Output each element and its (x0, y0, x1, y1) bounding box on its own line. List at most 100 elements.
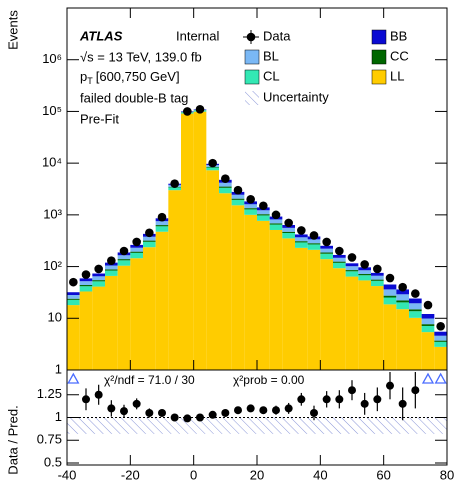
legend-swatch (244, 49, 260, 65)
stack-segment (257, 214, 270, 216)
stack-segment (130, 258, 143, 370)
data-point (221, 174, 230, 184)
stack-segment (206, 170, 219, 370)
legend-label: CL (263, 68, 280, 83)
stack-segment (421, 318, 435, 325)
data-point (322, 237, 331, 247)
pt-label: pT [600,750 GeV] (80, 69, 180, 86)
stack-segment (231, 205, 245, 370)
stack-segment (79, 281, 93, 286)
data-point (81, 270, 91, 279)
x-tick-label: 80 (440, 467, 454, 482)
x-tick-label: 20 (250, 467, 264, 482)
stack-segment (434, 335, 447, 341)
stack-segment (105, 269, 118, 271)
stack-segment (231, 198, 245, 200)
ratio-point (107, 404, 116, 413)
stack-segment (358, 274, 371, 276)
y-tick-label: 0.75 (37, 432, 62, 447)
data-point (233, 185, 243, 195)
ratio-point (335, 395, 344, 404)
data-point (132, 237, 141, 247)
stack-segment (67, 299, 80, 306)
stack-segment (295, 242, 308, 248)
legend-label: BL (263, 48, 279, 63)
stack-segment (143, 240, 156, 242)
stack-segment (307, 243, 321, 245)
ratio-point (158, 408, 166, 417)
stack-segment (92, 281, 105, 287)
stack-segment (105, 270, 118, 276)
ratio-point (132, 399, 141, 408)
stack-segment (168, 190, 181, 370)
stack-segment (79, 291, 93, 370)
data-point (271, 210, 281, 220)
data-point (284, 218, 293, 228)
data-point (69, 277, 78, 287)
stack-segment (79, 286, 93, 292)
data-point (195, 104, 205, 114)
ratio-y-axis-label: Data / Pred. (5, 405, 20, 474)
stack-segment (244, 209, 257, 215)
stack-segment (345, 276, 359, 370)
stack-segment (155, 225, 169, 227)
data-point (373, 264, 382, 274)
legend-swatch (245, 91, 259, 105)
stack-segment (231, 199, 245, 206)
ratio-point (120, 407, 128, 416)
stack-segment (434, 346, 447, 370)
stack-segment (67, 305, 80, 370)
y-tick-label: 10³ (43, 206, 62, 221)
stack-segment (320, 259, 333, 370)
x-tick-label: -20 (121, 467, 140, 482)
plot-layer: 11010²10³10⁴10⁵10⁶DataLLCLCCBLBBUncertai… (37, 7, 454, 482)
legend-label: Data (263, 28, 291, 43)
y-tick-label: 0.5 (44, 454, 62, 469)
stack-segment (307, 244, 321, 250)
stack-segment (143, 236, 156, 241)
uncertainty-band (67, 417, 447, 434)
stack-segment (333, 262, 346, 269)
stack-segment (67, 292, 80, 296)
stack-segment (130, 244, 143, 248)
data-point (170, 179, 179, 189)
stack-segment (358, 267, 371, 271)
stack-segment (282, 232, 295, 239)
stack-segment (333, 254, 346, 258)
stack-segment (206, 167, 219, 171)
data-point (309, 231, 319, 240)
stack-segment (143, 247, 156, 370)
stack-segment (295, 237, 308, 242)
stack-segment (257, 220, 270, 370)
data-point (411, 289, 420, 298)
stack-segment (231, 194, 245, 199)
y-axis-label: Events (5, 10, 20, 50)
stack-segment (79, 278, 93, 282)
ratio-point (259, 406, 268, 415)
stack-segment (92, 280, 105, 282)
legend-swatch (371, 49, 387, 65)
legend-label: CC (390, 48, 409, 63)
stack-segment (409, 303, 422, 310)
stack-segment (358, 280, 371, 370)
stack-segment (105, 265, 118, 270)
stack-segment (168, 187, 181, 191)
stack-segment (358, 270, 371, 275)
stack-segment (434, 341, 447, 347)
stack-segment (383, 295, 397, 298)
ratio-point (170, 413, 179, 422)
chi2-label: χ²/ndf = 71.0 / 30 (104, 373, 195, 387)
ratio-point (398, 399, 407, 408)
stack-segment (371, 275, 384, 280)
data-point (107, 256, 116, 265)
stack-segment (421, 332, 435, 370)
stack-segment (396, 309, 409, 370)
data-point (208, 158, 217, 168)
stack-segment (371, 279, 384, 281)
stack-segment (219, 187, 232, 194)
overflow-marker (421, 372, 435, 384)
ratio-point (94, 390, 103, 399)
stack-segment (92, 276, 105, 281)
ratio-point (272, 406, 280, 415)
stack-segment (117, 259, 131, 261)
